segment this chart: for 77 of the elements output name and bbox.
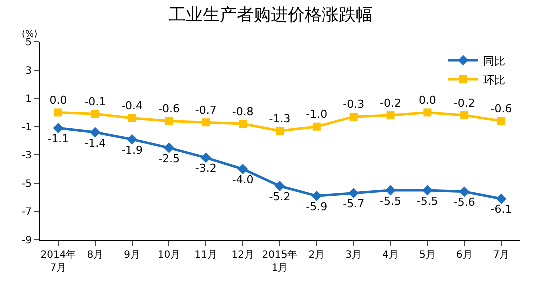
x-tick-label: 2015年 1月: [262, 249, 298, 274]
y-tick-label: -5: [22, 178, 32, 190]
y-tick-label: -9: [22, 236, 32, 246]
data-label: -4.0: [232, 174, 254, 187]
x-tick-label: 4月: [382, 250, 399, 261]
point: [422, 185, 433, 196]
point: [202, 118, 210, 127]
point: [91, 110, 100, 118]
x-tick-label: 6月: [456, 250, 473, 261]
data-label: -3.2: [195, 162, 217, 176]
x-tick-label: 11月: [194, 250, 218, 261]
data-label: 0.0: [418, 94, 436, 107]
data-label: -5.2: [269, 190, 291, 204]
data-label: -0.8: [232, 105, 254, 118]
data-label: -1.1: [48, 132, 70, 146]
point: [274, 181, 286, 192]
data-label: -0.6: [490, 102, 512, 116]
point: [276, 127, 284, 136]
data-label: -5.9: [306, 200, 328, 214]
point: [90, 127, 101, 138]
y-tick-label: 1: [26, 94, 32, 106]
point: [386, 185, 396, 196]
legend-label: 同比: [483, 54, 506, 68]
point: [496, 194, 507, 204]
x-tick-label: 2月: [308, 250, 326, 261]
chart-title: 工业生产者购进价格涨跌幅: [169, 5, 373, 26]
data-label: -1.9: [122, 144, 144, 157]
data-label: -5.6: [454, 196, 476, 210]
point: [350, 112, 358, 121]
y-tick-label: -3: [22, 150, 32, 162]
point: [200, 152, 212, 164]
point: [53, 123, 64, 134]
data-label: -1.4: [84, 136, 106, 150]
point: [424, 108, 432, 117]
data-label: -0.3: [343, 98, 365, 112]
data-label: -0.4: [122, 100, 144, 113]
point: [239, 120, 248, 128]
point: [460, 112, 469, 120]
y-axis-title: (%): [22, 30, 38, 40]
point: [128, 114, 136, 122]
point: [312, 190, 322, 202]
point: [312, 122, 321, 131]
data-label: 0.0: [50, 94, 68, 107]
data-label: -6.1: [490, 203, 512, 216]
data-label: -1.0: [306, 108, 328, 122]
point: [165, 117, 174, 126]
data-label: -0.2: [380, 96, 402, 110]
point: [238, 164, 248, 174]
x-tick-label: 2014年 7月: [40, 249, 76, 274]
x-tick-label: 7月: [493, 250, 510, 261]
data-label: -1.3: [269, 112, 291, 126]
data-label: -0.7: [195, 104, 217, 117]
x-tick-label: 12月: [232, 250, 254, 261]
x-tick-label: 10月: [158, 250, 181, 261]
data-label: -0.6: [158, 102, 180, 116]
y-tick-label: 5: [26, 38, 32, 48]
point: [54, 108, 62, 117]
legend-label: 环比: [483, 74, 506, 87]
data-label: -0.2: [454, 96, 476, 110]
y-tick-label: 3: [26, 66, 32, 77]
x-tick-label: 5月: [420, 250, 436, 261]
y-tick-label: -7: [22, 207, 32, 218]
data-label: -5.7: [343, 198, 365, 211]
point: [386, 112, 395, 120]
x-tick-label: 3月: [346, 250, 362, 261]
point: [498, 117, 506, 126]
data-label: -0.1: [84, 95, 106, 108]
data-label: -2.5: [158, 152, 180, 166]
data-label: -5.5: [416, 194, 438, 208]
point: [164, 142, 174, 154]
point: [459, 186, 470, 198]
x-tick-label: 8月: [87, 250, 104, 261]
point: [348, 188, 360, 199]
x-tick-label: 9月: [124, 250, 140, 261]
data-label: -5.5: [380, 194, 402, 208]
y-tick-label: -1: [22, 122, 32, 134]
point: [127, 134, 138, 145]
